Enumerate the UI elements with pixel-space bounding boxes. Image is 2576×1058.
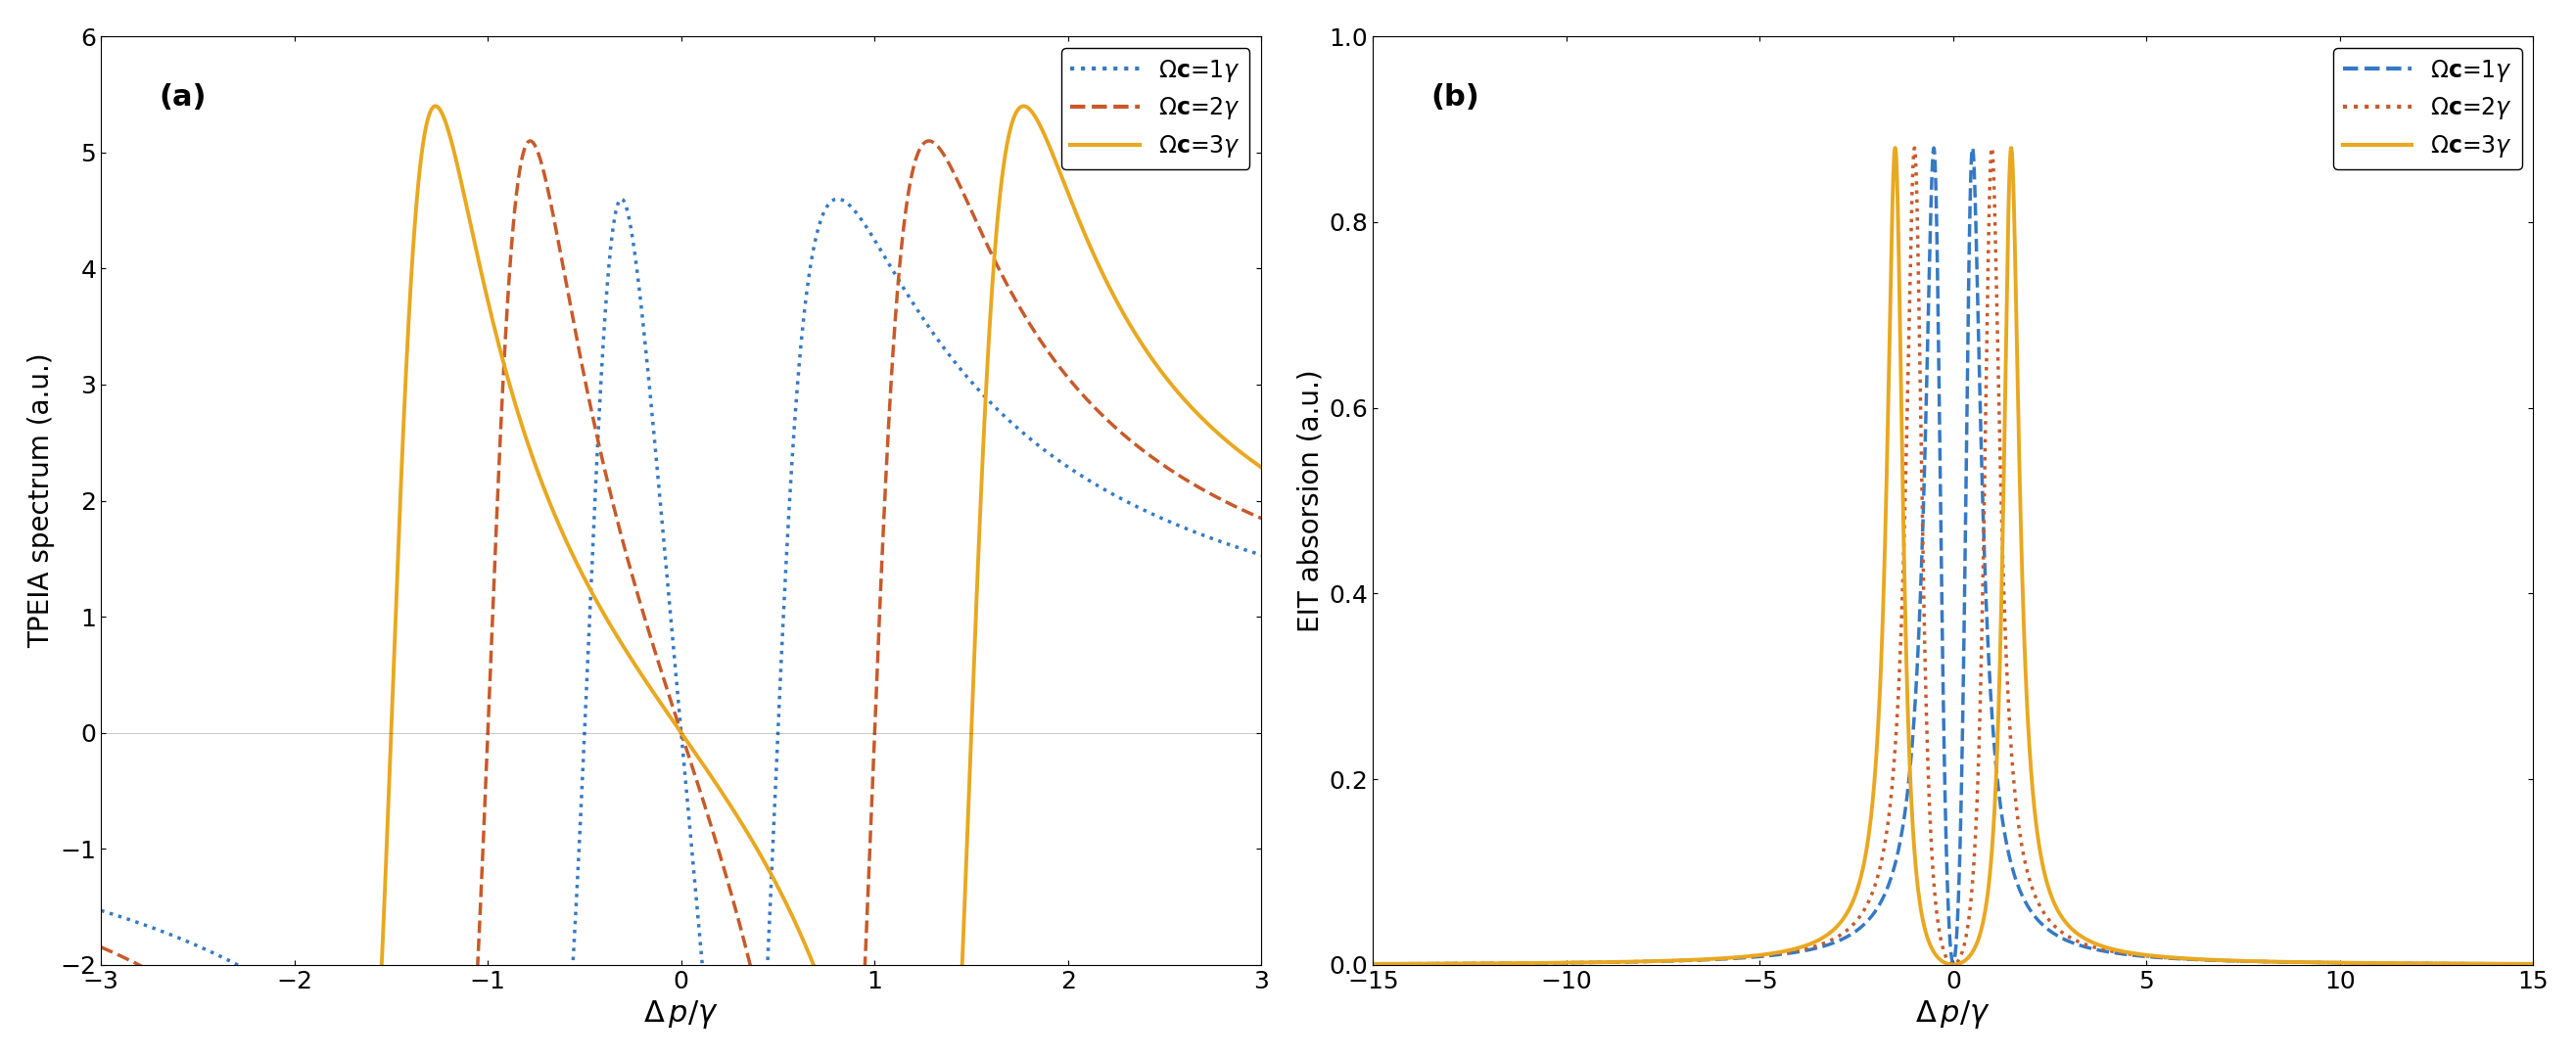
Y-axis label: EIT absorsion (a.u.): EIT absorsion (a.u.) — [1296, 369, 1324, 632]
Legend: $\Omega\mathbf{c}$=1$\gamma$, $\Omega\mathbf{c}$=2$\gamma$, $\Omega\mathbf{c}$=3: $\Omega\mathbf{c}$=1$\gamma$, $\Omega\ma… — [2334, 48, 2522, 169]
X-axis label: $\Delta\,\mathit{p}/\gamma$: $\Delta\,\mathit{p}/\gamma$ — [644, 999, 719, 1030]
Y-axis label: TPEIA spectrum (a.u.): TPEIA spectrum (a.u.) — [28, 353, 54, 649]
Text: (b): (b) — [1432, 83, 1479, 111]
Legend: $\Omega\mathbf{c}$=1$\gamma$, $\Omega\mathbf{c}$=2$\gamma$, $\Omega\mathbf{c}$=3: $\Omega\mathbf{c}$=1$\gamma$, $\Omega\ma… — [1061, 48, 1249, 169]
X-axis label: $\Delta\,\mathit{p}/\gamma$: $\Delta\,\mathit{p}/\gamma$ — [1917, 999, 1991, 1030]
Text: (a): (a) — [160, 83, 206, 111]
